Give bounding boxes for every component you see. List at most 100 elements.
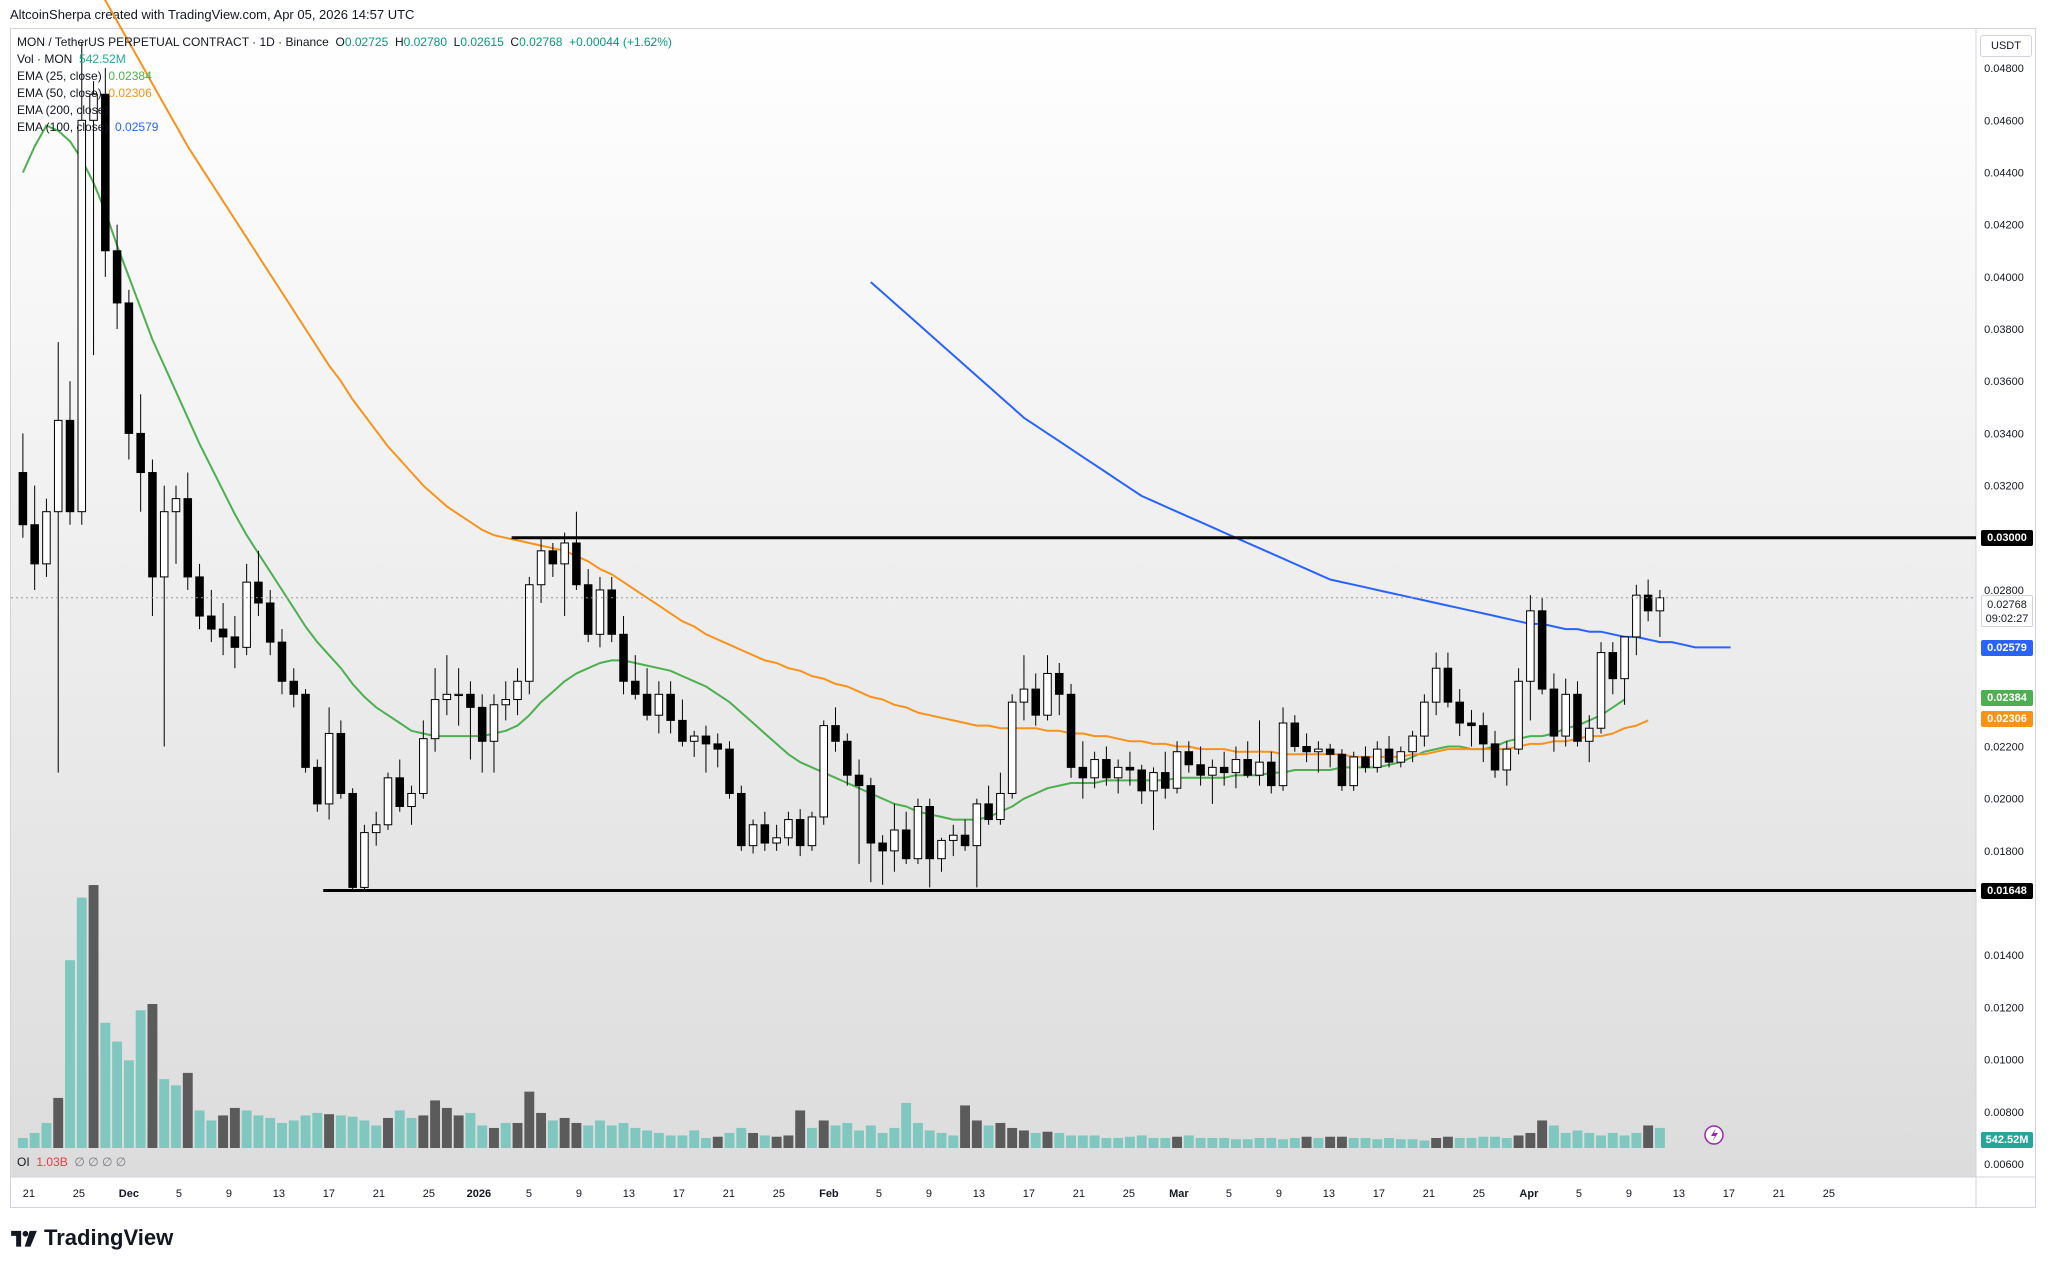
candle-body [1031,688,1040,716]
price-tick-label: 0.00800 [1984,1107,2024,1119]
time-tick-label: 21 [1423,1188,1435,1200]
volume-bar [194,1110,205,1148]
candle-body [960,834,970,847]
time-tick-label: 13 [973,1188,985,1200]
candle-body [701,735,711,745]
volume-bar [1336,1136,1347,1148]
time-tick-label: 17 [1373,1188,1385,1200]
volume-bar [1042,1131,1053,1148]
price-tick-label: 0.04600 [1984,115,2024,127]
time-tick-label: 13 [1323,1188,1335,1200]
volume-bar [41,1122,52,1148]
legend-ema200-row[interactable]: EMA (200, close) [17,103,109,117]
volume-bar [665,1135,676,1148]
volume-bar [1607,1132,1618,1148]
volume-bar [171,1085,181,1148]
ema25-price-tag: 0.02384 [1981,690,2033,707]
ema-line-100 [870,281,1731,649]
tradingview-logo[interactable]: TradingView [10,1225,173,1251]
candle-body [466,693,475,708]
legend-volume-row[interactable]: Vol · MON 542.52M [17,52,126,66]
volume-bar [971,1120,982,1148]
volume-bar [1301,1136,1312,1148]
candle-body [407,792,416,808]
candle-body [30,524,39,565]
volume-bar [394,1110,405,1148]
volume-bar [1160,1137,1171,1148]
candle-body [112,250,122,304]
volume-bar [430,1100,441,1148]
legend-close: 0.02768 [519,35,563,49]
volume-bar [583,1125,594,1148]
price-tick-label: 0.02800 [1984,585,2024,597]
volume-bar [1007,1127,1018,1148]
currency-selector[interactable]: USDT [1980,35,2032,57]
time-tick-label: 2026 [467,1188,491,1200]
candle-body [1325,748,1335,755]
chart-frame[interactable] [10,28,2036,1208]
candle-body [536,550,546,586]
candle-body [1420,701,1429,737]
candle-body [1043,672,1052,716]
candle-body [301,693,310,768]
volume-bar [1643,1125,1654,1148]
candle-body [972,803,982,847]
time-tick-label: 5 [876,1188,882,1200]
candle-body [607,589,617,635]
candle-body [207,615,216,630]
legend-ema50-row[interactable]: EMA (50, close) 0.02306 [17,86,152,100]
legend-ema25-row[interactable]: EMA (25, close) 0.02384 [17,69,152,83]
price-tick-label: 0.01200 [1984,1002,2024,1014]
volume-bar [1372,1139,1383,1148]
legend-symbol-row[interactable]: MON / TetherUS PERPETUAL CONTRACT · 1D ·… [17,35,672,49]
top-bar: AltcoinSherpa created with TradingView.c… [0,0,2048,28]
volume-bar [371,1125,382,1148]
candle-body [124,302,134,434]
volume-bar [759,1135,770,1148]
candle-body [195,576,204,617]
candle-body [513,680,522,701]
volume-bar [642,1130,653,1148]
candle-body [1314,748,1323,753]
candle-body [1372,748,1382,768]
support-price-tag: 0.01648 [1981,882,2033,899]
volume-bar [1490,1136,1500,1148]
candle-body [713,743,723,750]
volume-bar [241,1110,252,1148]
current-price-tag: 0.02768 09:02:27 [1981,594,2033,627]
price-axis-labels: 0.04800 0.04600 0.04400 0.04200 0.04000 0.038… [1984,63,2024,1171]
volume-bar [1066,1135,1076,1148]
candle-body [901,829,911,860]
legend-ema100-row[interactable]: EMA (100, close) 0.02579 [17,120,159,134]
candle-body [1255,761,1264,776]
volume-bar [547,1120,558,1148]
candle-body [1502,748,1512,771]
volume-bar [842,1122,853,1148]
volume-bar [1478,1136,1489,1148]
candle-body [1396,751,1406,763]
volume-bar [689,1130,700,1148]
candle-body [1584,727,1594,742]
volume-bar [1501,1137,1512,1148]
price-tick-label: 0.03400 [1984,428,2024,440]
candle-body [678,719,687,742]
candle-body [619,633,628,682]
volume-bar [406,1117,417,1148]
candle-body [631,680,640,695]
volume-bar [795,1110,806,1148]
candle-body [419,738,428,794]
volume-bar [1431,1137,1442,1148]
volume-bar [1454,1137,1465,1148]
candle-body [737,792,746,847]
price-tick-label: 0.01800 [1984,846,2024,858]
time-tick-label: 5 [1226,1188,1232,1200]
candle-body [1573,693,1582,742]
replay-icon[interactable] [1704,1125,1724,1145]
volume-bar [1289,1137,1300,1148]
legend-ema100-value: 0.02579 [115,120,159,134]
open-interest-legend[interactable]: OI 1.03B ∅ ∅ ∅ ∅ [17,1155,127,1169]
candle-body [148,472,157,578]
time-tick-label: 5 [176,1188,182,1200]
price-tick-label: 0.03800 [1984,324,2024,336]
